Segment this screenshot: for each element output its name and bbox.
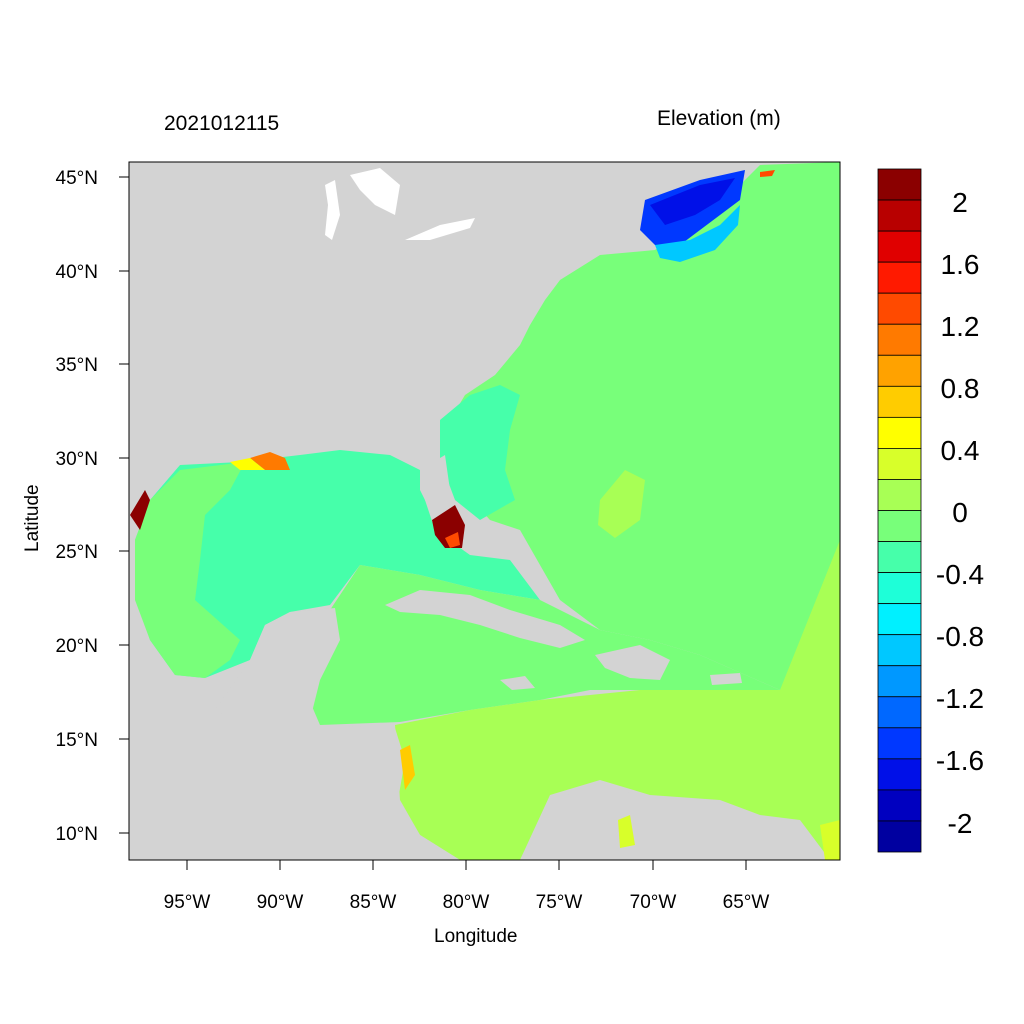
colorbar-swatch (877, 323, 922, 356)
nicaragua-coast-surge (400, 745, 415, 790)
atlantic-ocean (445, 162, 840, 700)
x-tick-label: 95°W (164, 892, 211, 913)
central-america (129, 720, 460, 860)
colorbar-swatch (877, 727, 922, 760)
lake-huron (350, 168, 400, 215)
gulf-of-maine-edge (655, 205, 740, 262)
yucatan (215, 608, 340, 735)
colorbar-swatch (877, 820, 922, 853)
colorbar-swatch (877, 634, 922, 667)
x-axis-label: Longitude (434, 926, 518, 947)
x-tick-label: 75°W (536, 892, 583, 913)
florida-keys-surge (445, 532, 460, 548)
southeast-shelf (440, 385, 520, 520)
western-gulf-shelf (135, 462, 245, 678)
lake-michigan (325, 180, 340, 240)
texas-coast-surge (130, 490, 150, 530)
y-tick-label: 40°N (56, 262, 98, 283)
y-tick-label: 20°N (56, 636, 98, 657)
y-tick-label: 35°N (56, 355, 98, 376)
east-carib-surge (820, 820, 840, 860)
y-tick-label: 15°N (56, 730, 98, 751)
colorbar-swatch (877, 261, 922, 294)
colorbar-swatch (877, 572, 922, 605)
colorbar-label: 0.8 (941, 373, 980, 404)
map-layer (129, 162, 840, 860)
colorbar-label: 1.6 (941, 249, 980, 280)
cuba (385, 590, 585, 648)
colorbar-swatch (877, 696, 922, 729)
colorbar-label: 2 (952, 187, 968, 218)
colorbar-swatch (877, 603, 922, 636)
x-tick-label: 90°W (257, 892, 304, 913)
colorbar-label: 1.2 (941, 311, 980, 342)
colorbar-swatch (877, 510, 922, 542)
colorbar-swatch (877, 230, 922, 263)
jamaica (500, 676, 535, 690)
colorbar-swatch (877, 416, 922, 449)
louisiana-surge (250, 452, 290, 470)
y-axis: 45°N 40°N 35°N 30°N 25°N 20°N 15°N 10°N (56, 168, 129, 845)
gulf-of-mexico (135, 450, 540, 678)
gulf-of-maine-core (650, 178, 735, 225)
colorbar-swatch (877, 168, 922, 201)
y-tick-label: 25°N (56, 542, 98, 563)
plot-frame (128, 161, 841, 861)
atlantic-patch (598, 470, 645, 538)
x-tick-label: 65°W (723, 892, 770, 913)
maine-surge (760, 170, 775, 177)
lake-erie (405, 218, 475, 240)
hispaniola (595, 645, 670, 680)
variable-label: Elevation (m) (657, 107, 781, 130)
y-tick-label: 45°N (56, 168, 98, 189)
colorbar-swatch (877, 354, 922, 387)
colorbar-swatch (877, 541, 922, 573)
colorbar-swatch (877, 385, 922, 418)
colorbar-label: -2 (948, 808, 973, 839)
colorbar-label: -0.4 (936, 559, 984, 590)
colorbar-swatch (877, 479, 922, 511)
colorbar-swatch (877, 448, 922, 480)
x-tick-label: 80°W (443, 892, 490, 913)
south-america (520, 785, 830, 860)
y-tick-label: 10°N (56, 824, 98, 845)
colorbar-label: 0 (952, 497, 968, 528)
colorbar-label: -0.8 (936, 621, 984, 652)
colorbar-label: 0.4 (941, 435, 980, 466)
colorbar-swatch (877, 789, 922, 822)
colorbar-label: -1.2 (936, 683, 984, 714)
caribbean-east (395, 540, 840, 860)
maracaibo (618, 815, 635, 848)
colorbar: 2 1.6 1.2 0.8 0.4 0 -0.4 -0.8 -1.2 -1.6 -2 (877, 168, 984, 853)
puerto-rico (710, 673, 742, 685)
colorbar-label: -1.6 (936, 745, 984, 776)
x-tick-label: 70°W (630, 892, 677, 913)
colorbar-swatch (877, 199, 922, 232)
date-label: 2021012115 (164, 112, 280, 135)
x-axis: 95°W 90°W 85°W 80°W 75°W 70°W 65°W (164, 860, 770, 913)
colorbar-swatch (877, 665, 922, 698)
y-tick-label: 30°N (56, 449, 98, 470)
louisiana-surge-yellow (230, 458, 265, 470)
colorbar-swatch (877, 758, 922, 791)
x-tick-label: 85°W (350, 892, 397, 913)
colorbar-swatch (877, 292, 922, 325)
